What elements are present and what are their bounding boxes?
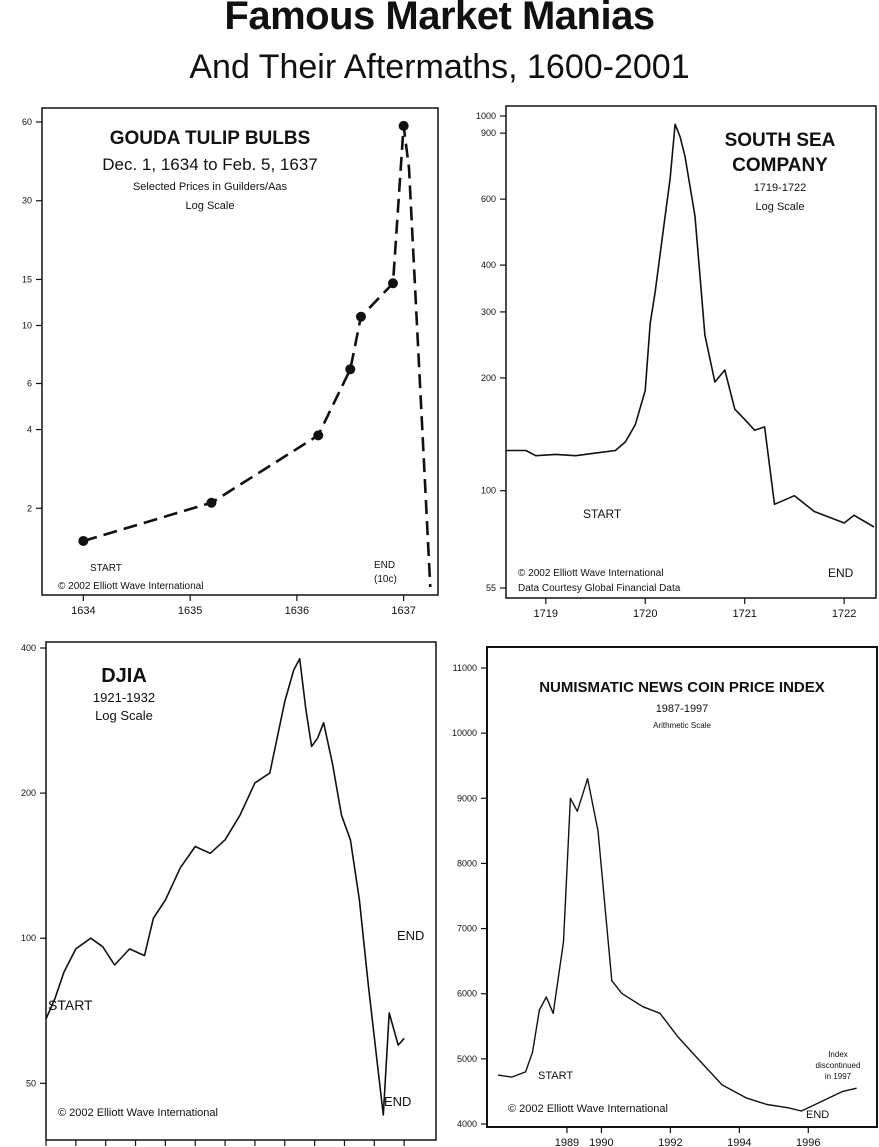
coins-ytick-label: 4000 [457, 1119, 477, 1129]
southsea-ytick-label: 600 [481, 194, 496, 204]
tulip-data-point [206, 497, 217, 508]
coins-xtick-label: 1989 [555, 1137, 579, 1147]
tulip-frame [41, 107, 439, 596]
tulip-series-line [83, 124, 432, 588]
tulip-copyright: © 2002 Elliott Wave International [58, 581, 203, 592]
tulip-chart: 2 4 6 10 15 30 60 1634 1635 1636 1637 GOUDA TULIP … [22, 107, 439, 617]
coins-ytick-label: 5000 [457, 1054, 477, 1064]
tulip-ytick-label: 4 [27, 425, 32, 435]
southsea-copyright: © 2002 Elliott Wave International [518, 568, 663, 579]
coins-ytick-label: 10000 [452, 728, 477, 738]
southsea-source: Data Courtesy Global Financial Data [518, 583, 681, 594]
coins-series-line [497, 777, 857, 1112]
coins-ytick-label: 8000 [457, 858, 477, 868]
coins-discontinued-line1: Index [828, 1050, 848, 1059]
tulip-xtick-label: 1634 [71, 605, 95, 617]
southsea-xtick-label: 1721 [732, 608, 756, 620]
page-subtitle: And Their Aftermaths, 1600-2001 [189, 48, 690, 86]
southsea-ytick-label: 300 [481, 307, 496, 317]
tulip-ytick-label: 10 [22, 320, 32, 330]
djia-ytick-label: 200 [21, 788, 36, 798]
tulip-xtick-label: 1637 [391, 605, 415, 617]
page-title: Famous Market Manias [224, 0, 655, 38]
coins-discontinued-line2: discontinued [816, 1061, 861, 1070]
tulip-start-label: START [90, 563, 122, 574]
djia-subtitle: 1921-1932 [93, 690, 155, 705]
coins-xtick-label: 1992 [658, 1137, 682, 1147]
southsea-note-scale: Log Scale [756, 201, 805, 213]
coins-subtitle: 1987-1997 [656, 703, 709, 715]
tulip-data-point [355, 311, 366, 322]
southsea-ytick-label: 200 [481, 373, 496, 383]
tulip-ytick-label: 15 [22, 274, 32, 284]
coins-note-scale: Arithmetic Scale [653, 721, 711, 730]
coins-ytick-label: 7000 [457, 924, 477, 934]
coins-xtick-label: 1994 [727, 1137, 751, 1147]
coins-xtick-label: 1996 [796, 1137, 820, 1147]
tulip-end-note: (10c) [374, 574, 397, 585]
coins-copyright: © 2002 Elliott Wave International [508, 1103, 668, 1115]
coins-chart: 4000 5000 6000 7000 8000 9000 10000 11000 1989 19… [452, 646, 878, 1147]
coins-end-label: END [806, 1109, 829, 1121]
southsea-xtick-label: 1722 [832, 608, 856, 620]
southsea-xtick-label: 1719 [534, 608, 558, 620]
tulip-data-point [387, 278, 398, 289]
tulip-note-prices: Selected Prices in Guilders/Aas [133, 181, 288, 193]
djia-end-label-lower: END [384, 1094, 411, 1109]
southsea-title-line2: COMPANY [732, 155, 828, 176]
tulip-data-point [398, 120, 409, 131]
tulip-data-point [313, 430, 324, 441]
tulip-note-scale: Log Scale [186, 200, 235, 212]
tulip-data-point [345, 364, 356, 375]
djia-ytick-label: 400 [21, 643, 36, 653]
tulip-xtick-label: 1636 [285, 605, 309, 617]
southsea-end-label: END [828, 566, 854, 580]
tulip-ytick-label: 30 [22, 196, 32, 206]
djia-frame [45, 641, 437, 1141]
coins-ytick-label: 6000 [457, 989, 477, 999]
southsea-chart: 55 100 200 300 400 600 900 1000 1719 1720 1721 1722… [476, 105, 877, 620]
djia-note-scale: Log Scale [95, 708, 153, 723]
djia-start-label: START [48, 997, 93, 1013]
southsea-title-line1: SOUTH SEA [725, 130, 836, 151]
southsea-start-label: START [583, 507, 622, 521]
tulip-subtitle: Dec. 1, 1634 to Feb. 5, 1637 [102, 155, 317, 174]
djia-ytick-label: 50 [26, 1078, 36, 1088]
tulip-title: GOUDA TULIP BULBS [110, 128, 311, 149]
tulip-ytick-label: 2 [27, 503, 32, 513]
djia-ytick-label: 100 [21, 933, 36, 943]
southsea-ytick-label: 400 [481, 260, 496, 270]
djia-series-line [45, 657, 405, 1116]
tulip-end-label: END [374, 560, 395, 571]
coins-ytick-label: 11000 [453, 663, 477, 673]
coins-xtick-label: 1990 [589, 1137, 613, 1147]
tulip-ytick-label: 6 [27, 379, 32, 389]
djia-copyright: © 2002 Elliott Wave International [58, 1107, 218, 1119]
tulip-xtick-label: 1635 [178, 605, 202, 617]
coins-frame [486, 646, 878, 1128]
coins-title: NUMISMATIC NEWS COIN PRICE INDEX [539, 679, 825, 696]
southsea-ytick-label: 900 [481, 128, 496, 138]
djia-chart: 5010020040019211922192319241925192619271… [21, 641, 437, 1146]
southsea-series-line [506, 123, 875, 528]
southsea-frame [505, 105, 877, 599]
southsea-subtitle: 1719-1722 [754, 182, 807, 194]
southsea-xtick-label: 1720 [633, 608, 657, 620]
southsea-ytick-label: 1000 [476, 111, 496, 121]
coins-discontinued-line3: in 1997 [825, 1072, 852, 1081]
coins-start-label: START [538, 1070, 573, 1082]
djia-end-label-upper: END [397, 928, 424, 943]
tulip-data-point [78, 535, 89, 546]
southsea-ytick-label: 100 [481, 486, 496, 496]
southsea-ytick-label: 55 [486, 583, 496, 593]
coins-ytick-label: 9000 [457, 793, 477, 803]
djia-title: DJIA [101, 665, 147, 687]
tulip-ytick-label: 60 [22, 117, 32, 127]
